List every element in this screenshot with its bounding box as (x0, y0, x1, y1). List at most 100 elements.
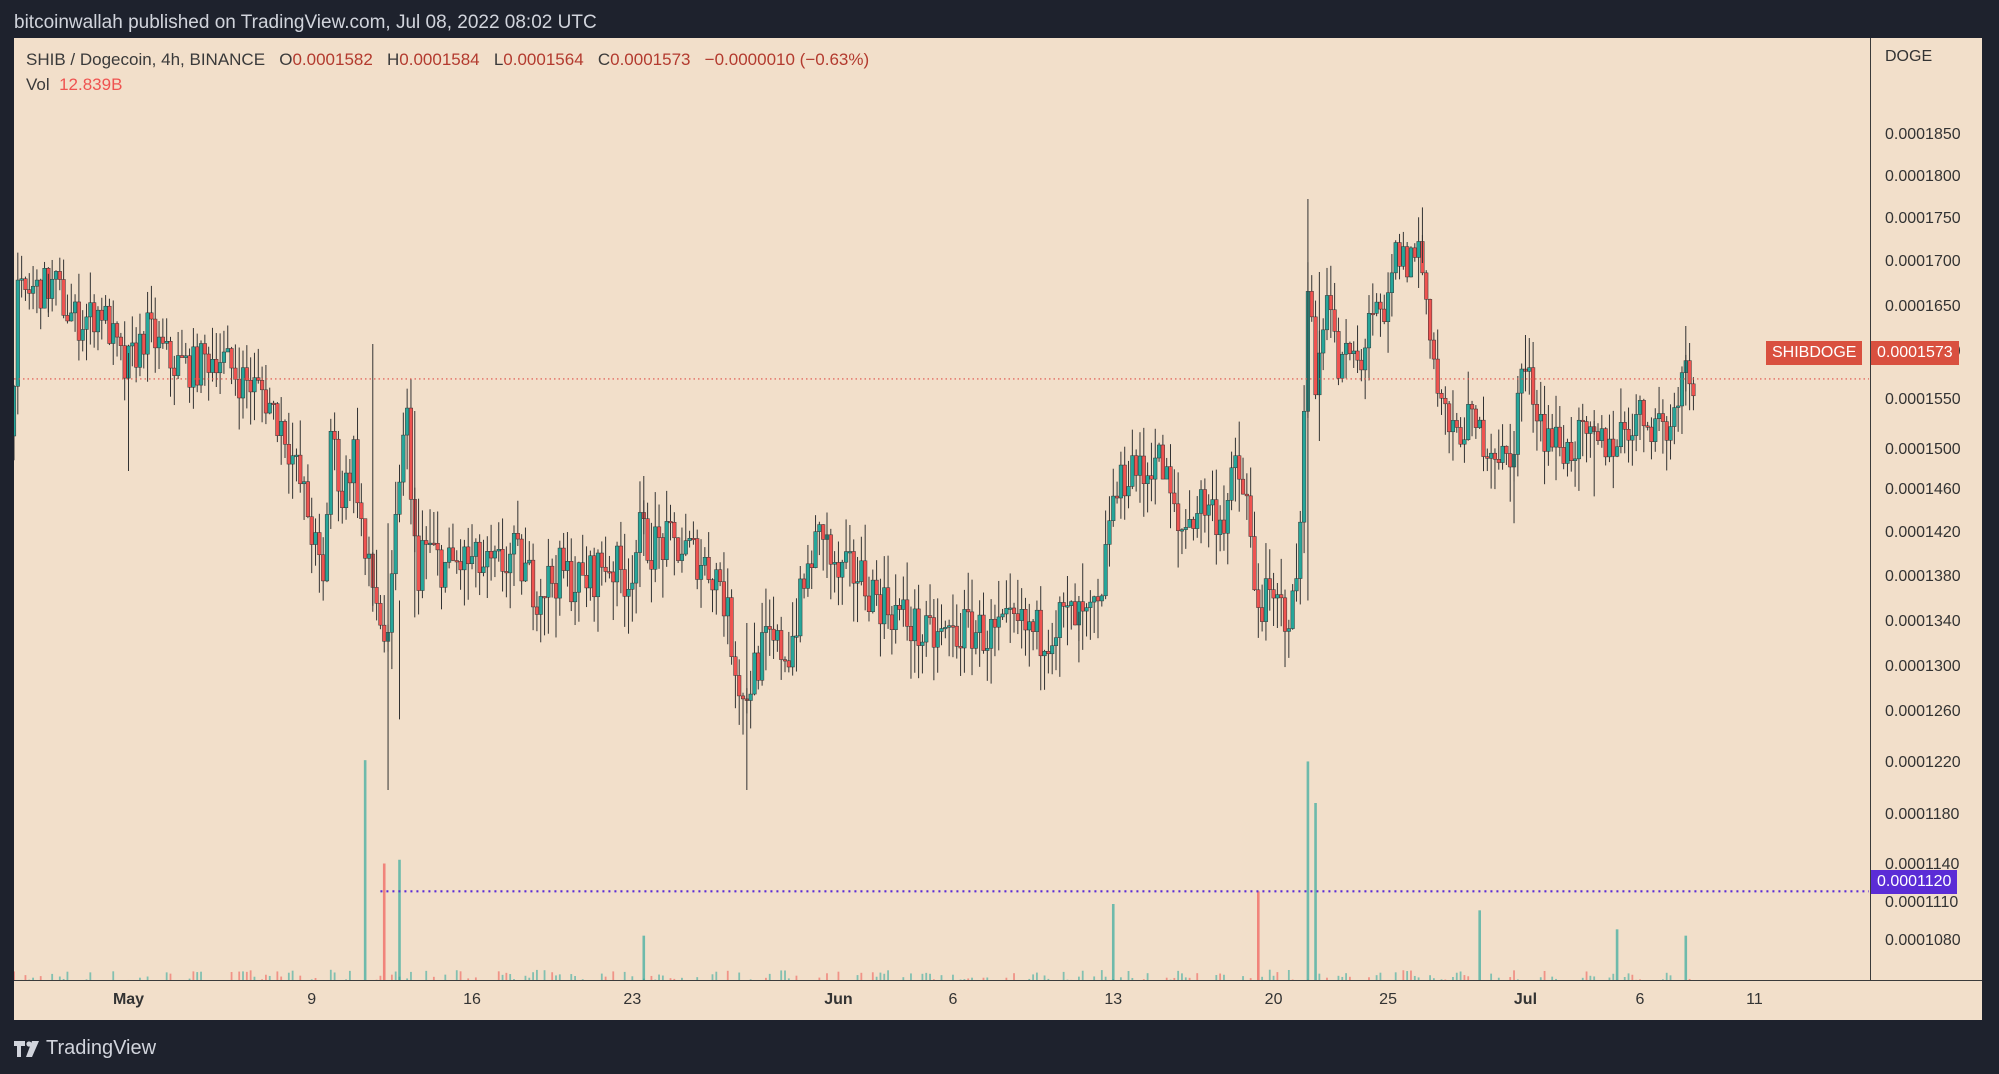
candle-body (958, 646, 963, 649)
volume-label: Vol (26, 75, 50, 94)
candle-body (1618, 422, 1623, 448)
symbol-label[interactable]: SHIB / Dogecoin, 4h, BINANCE (26, 50, 266, 69)
time-tick-label: 11 (1746, 991, 1763, 1008)
volume-spike (642, 935, 646, 980)
candle-body (179, 355, 184, 358)
volume-bar (1196, 973, 1199, 980)
candle-body (1622, 422, 1627, 430)
candle-body (611, 571, 616, 583)
candle-body (1542, 414, 1547, 452)
candle-body (798, 578, 803, 637)
candle-body (1103, 544, 1108, 597)
time-tick-label: 9 (307, 991, 317, 1008)
candle-body (1191, 519, 1196, 529)
candle-body (1240, 478, 1246, 495)
plot-area[interactable]: SHIB / Dogecoin, 4h, BINANCE O0.0001582 … (14, 38, 1869, 980)
volume-bar (1463, 975, 1466, 980)
candle-body (141, 333, 146, 355)
volume-bar (112, 971, 115, 980)
candle-body (1088, 601, 1093, 608)
volume-bar (1081, 970, 1084, 980)
volume-bar (1589, 975, 1592, 980)
candle-body (469, 556, 475, 565)
volume-bar (1249, 978, 1252, 980)
candle-body (92, 302, 97, 333)
candle-body (1660, 413, 1665, 422)
volume-bar (612, 971, 615, 980)
candle-body (359, 502, 364, 519)
open-value: 0.0001582 (292, 50, 373, 69)
candle-body (740, 695, 746, 700)
volume-spike (1306, 761, 1310, 980)
volume-bar (265, 974, 267, 980)
volume-bar (1509, 977, 1512, 980)
volume-bar (543, 970, 546, 980)
candle-body (496, 549, 501, 552)
candle-body (1271, 589, 1276, 599)
candle-body (935, 631, 940, 648)
volume-bar (1100, 970, 1103, 980)
time-axis[interactable]: May 9 16 23 Jun 6 13 20 25 Jul 6 11 (14, 980, 1982, 1021)
candle-body (538, 596, 543, 615)
volume-bar (661, 975, 664, 980)
candle-body (1328, 295, 1333, 311)
candle-body (84, 316, 89, 330)
candle-body (786, 660, 791, 668)
volume-bar (658, 974, 660, 980)
candle-body (427, 542, 433, 545)
candle-body (1653, 418, 1658, 442)
candle-body (1122, 464, 1127, 497)
volume-bar (196, 972, 199, 980)
candle-body (1340, 354, 1345, 379)
candle-body (1565, 442, 1570, 464)
candle-body (1095, 596, 1101, 602)
volume-bar (348, 970, 351, 980)
candle-body (1431, 339, 1436, 360)
candle-body (424, 540, 429, 545)
candle-body (1137, 455, 1143, 476)
candle-body (340, 490, 345, 509)
volume-bar (1062, 971, 1065, 980)
volume-spike (1684, 935, 1688, 980)
volume-bar (768, 973, 771, 980)
candle-body (534, 606, 539, 615)
candle-body (309, 516, 314, 545)
candle-body (992, 618, 997, 628)
volume-bar (1551, 976, 1554, 980)
candle-body (599, 552, 604, 568)
candle-body (328, 431, 333, 515)
volume-bar (299, 975, 302, 980)
tradingview-brand[interactable]: TradingView (14, 1036, 156, 1060)
volume-bar (581, 979, 584, 980)
volume-bar (249, 970, 252, 980)
candle-body (580, 562, 585, 576)
time-tick-label: May (112, 991, 145, 1008)
price-axis[interactable]: DOGE 0.0001850 0.0001800 0.0001750 0.000170… (1870, 38, 1983, 980)
candle-body (1370, 313, 1375, 316)
volume-spike (1615, 929, 1619, 980)
candle-body (531, 559, 536, 608)
candle-body (1019, 609, 1024, 621)
volume-bar (253, 976, 256, 980)
candle-body (1157, 444, 1162, 459)
candle-body (607, 571, 612, 574)
candle-body (492, 550, 497, 559)
candle-body (748, 693, 753, 701)
candle-body (149, 312, 154, 320)
candle-body (1485, 456, 1490, 459)
candle-body (374, 587, 379, 604)
candle-body (691, 538, 696, 541)
candle-body (1134, 455, 1139, 476)
candle-body (1584, 421, 1589, 434)
volume-bar (497, 971, 500, 980)
volume-bar (1181, 973, 1183, 980)
volume-bar (1287, 969, 1290, 980)
volume-bar (310, 979, 313, 980)
volume-bar (600, 973, 603, 980)
price-tick-label: 0.0001460 (1885, 481, 1961, 498)
candle-body (1691, 383, 1696, 397)
volume-bar (524, 975, 527, 980)
candle-body (1214, 499, 1219, 535)
volume-bar (1188, 977, 1191, 980)
price-tick-label: 0.0001340 (1885, 613, 1961, 630)
